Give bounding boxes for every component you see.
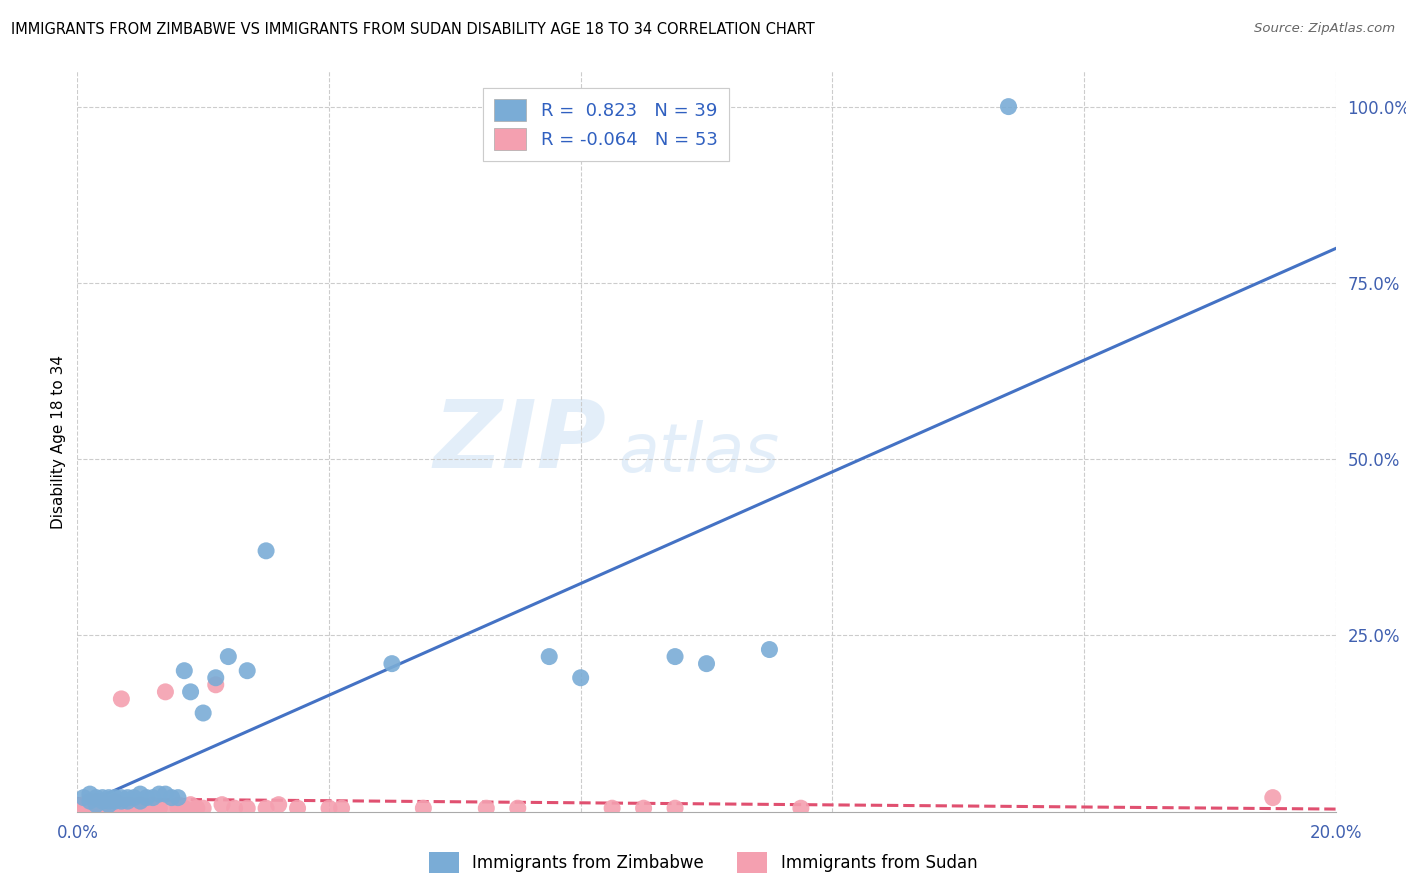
Point <box>412 801 434 815</box>
Point <box>97 794 120 808</box>
Point <box>1261 790 1284 805</box>
Point <box>142 797 165 812</box>
Point <box>129 794 152 808</box>
Point <box>790 801 813 815</box>
Point <box>236 664 259 678</box>
Point <box>91 794 114 808</box>
Point <box>167 790 190 805</box>
Point <box>129 801 152 815</box>
Point <box>506 801 529 815</box>
Point <box>72 797 94 812</box>
Point <box>117 797 139 812</box>
Point <box>84 794 107 808</box>
Y-axis label: Disability Age 18 to 34: Disability Age 18 to 34 <box>51 354 66 529</box>
Point <box>180 685 202 699</box>
Point <box>97 790 120 805</box>
Point <box>330 801 353 815</box>
Point <box>79 797 101 812</box>
Point <box>180 797 202 812</box>
Point <box>110 794 132 808</box>
Point <box>224 801 246 815</box>
Point <box>84 801 107 815</box>
Point <box>155 685 177 699</box>
Point <box>204 671 226 685</box>
Point <box>84 797 107 812</box>
Point <box>254 544 277 558</box>
Point <box>167 797 190 812</box>
Point <box>148 801 170 815</box>
Legend: R =  0.823   N = 39, R = -0.064   N = 53: R = 0.823 N = 39, R = -0.064 N = 53 <box>484 87 728 161</box>
Point <box>91 790 114 805</box>
Point <box>129 787 152 801</box>
Point <box>104 801 127 815</box>
Point <box>84 790 107 805</box>
Point <box>104 794 127 808</box>
Point <box>142 790 165 805</box>
Point <box>104 797 127 812</box>
Point <box>110 692 132 706</box>
Point <box>211 797 233 812</box>
Point <box>110 797 132 812</box>
Point <box>91 794 114 808</box>
Text: Source: ZipAtlas.com: Source: ZipAtlas.com <box>1254 22 1395 36</box>
Point <box>135 790 157 805</box>
Point <box>155 787 177 801</box>
Point <box>318 801 340 815</box>
Text: IMMIGRANTS FROM ZIMBABWE VS IMMIGRANTS FROM SUDAN DISABILITY AGE 18 TO 34 CORREL: IMMIGRANTS FROM ZIMBABWE VS IMMIGRANTS F… <box>11 22 815 37</box>
Point <box>267 797 290 812</box>
Point <box>72 801 94 815</box>
Point <box>72 790 94 805</box>
Text: ZIP: ZIP <box>433 395 606 488</box>
Point <box>97 801 120 815</box>
Point <box>664 801 686 815</box>
Point <box>633 801 655 815</box>
Point <box>191 706 215 720</box>
Text: atlas: atlas <box>619 419 779 485</box>
Point <box>191 801 215 815</box>
Point <box>91 801 114 815</box>
Point <box>110 790 132 805</box>
Point <box>475 801 498 815</box>
Point <box>84 797 107 812</box>
Point <box>600 801 623 815</box>
Point <box>287 801 309 815</box>
Point <box>79 787 101 801</box>
Point <box>758 642 780 657</box>
Point <box>97 801 120 815</box>
Point <box>135 801 157 815</box>
Point <box>160 790 183 805</box>
Point <box>79 794 101 808</box>
Legend: Immigrants from Zimbabwe, Immigrants from Sudan: Immigrants from Zimbabwe, Immigrants fro… <box>422 846 984 880</box>
Point <box>129 797 152 812</box>
Point <box>117 794 139 808</box>
Point <box>538 649 561 664</box>
Point <box>204 678 226 692</box>
Point <box>664 649 686 664</box>
Point <box>104 794 127 808</box>
Point <box>122 801 145 815</box>
Point <box>217 649 239 664</box>
Point <box>104 790 127 805</box>
Point <box>173 664 195 678</box>
Point <box>79 801 101 815</box>
Point <box>173 801 195 815</box>
Point <box>254 801 277 815</box>
Point <box>236 801 259 815</box>
Point <box>122 790 145 805</box>
Point <box>117 801 139 815</box>
Point <box>97 797 120 812</box>
Point <box>186 801 208 815</box>
Point <box>117 790 139 805</box>
Point <box>997 100 1019 114</box>
Point <box>381 657 404 671</box>
Point <box>97 797 120 812</box>
Point <box>569 671 592 685</box>
Point <box>167 801 190 815</box>
Point <box>148 801 170 815</box>
Point <box>79 794 101 808</box>
Point <box>91 797 114 812</box>
Point <box>148 787 170 801</box>
Point <box>160 801 183 815</box>
Point <box>696 657 718 671</box>
